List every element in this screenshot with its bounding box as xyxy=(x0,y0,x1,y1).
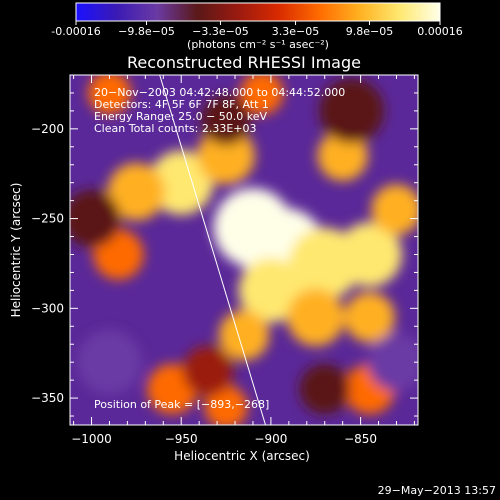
y-axis-label: Heliocentric Y (arcsec) xyxy=(9,183,23,318)
y-tick-label: −200 xyxy=(31,122,64,136)
heatmap-blob xyxy=(367,333,418,391)
colorbar-tick-label: −9.8e−05 xyxy=(118,25,175,38)
x-axis: −1000 −950 −900 −850 xyxy=(71,75,415,446)
heatmap-blob xyxy=(197,127,255,185)
heatmap-blob xyxy=(200,94,252,145)
heatmap-blob xyxy=(371,184,418,235)
heatmap-blob xyxy=(183,346,234,397)
heatmap-blob xyxy=(240,75,284,115)
chart-title: Reconstructed RHESSI Image xyxy=(127,53,361,72)
y-axis: −200 −250 −300 −350 xyxy=(31,74,418,417)
y-tick-label: −250 xyxy=(31,212,64,226)
x-axis-label: Heliocentric X (arcsec) xyxy=(174,449,310,463)
annotation-block: 20−Nov−2003 04:42:48.000 to 04:44:52.000… xyxy=(94,86,345,135)
x-tick-label: −850 xyxy=(344,432,377,446)
heatmap-blob xyxy=(299,363,350,415)
colorbar-tick-label: 9.8e−05 xyxy=(346,25,393,38)
footer-timestamp: 29−May−2013 13:57 xyxy=(378,484,496,497)
colorbar-units-label: (photons cm⁻² s⁻¹ asec⁻²) xyxy=(187,38,329,51)
y-tick-label: −350 xyxy=(31,391,64,405)
x-tick-label: −900 xyxy=(254,432,287,446)
heatmap-blob xyxy=(319,78,384,144)
colorbar-tick-label: 3.3e−05 xyxy=(272,25,319,38)
solar-limb-line xyxy=(159,75,267,425)
colorbar-tick-label: -0.00016 xyxy=(51,25,100,38)
x-tick-label: −950 xyxy=(165,432,198,446)
x-tick-label: −1000 xyxy=(71,432,112,446)
heatmap-blob xyxy=(337,222,402,287)
plot-frame xyxy=(69,74,419,426)
heatmap-blob xyxy=(218,310,270,361)
heatmap-blob xyxy=(287,288,345,347)
colorbar-ticks: -0.00016 −9.8e−05 −3.3e−05 3.3e−05 9.8e−05 0.… xyxy=(51,21,463,38)
annotation-line: 20−Nov−2003 04:42:48.000 to 04:44:52.000 xyxy=(94,86,345,99)
colorbar-tick-label: −3.3e−05 xyxy=(192,25,249,38)
heatmap-area xyxy=(70,75,418,425)
annotation-line: Clean Total counts: 2.33E+03 xyxy=(94,122,257,135)
annotation-line: Detectors: 4F 5F 6F 7F 8F, Att 1 xyxy=(94,98,269,111)
heatmap-blob xyxy=(344,292,395,343)
colorbar-gradient xyxy=(75,2,441,22)
y-tick-label: −300 xyxy=(31,301,64,315)
heatmap-blob xyxy=(107,162,166,221)
heatmap-blob xyxy=(317,130,368,181)
heatmap-blob xyxy=(77,329,142,395)
colorbar-tick-label: 0.00016 xyxy=(417,25,463,38)
heatmap-blob xyxy=(87,75,131,115)
heatmap-blob xyxy=(204,385,248,425)
colorbar: -0.00016 −9.8e−05 −3.3e−05 3.3e−05 9.8e−05 0.… xyxy=(51,2,463,51)
heatmap-blob xyxy=(70,189,121,248)
heatmap-blob xyxy=(238,258,304,323)
peak-position-label: Position of Peak = [−893,−268] xyxy=(94,398,269,411)
heatmap-blobs xyxy=(70,75,418,425)
annotation-line: Energy Range: 25.0 − 50.0 keV xyxy=(94,110,268,123)
